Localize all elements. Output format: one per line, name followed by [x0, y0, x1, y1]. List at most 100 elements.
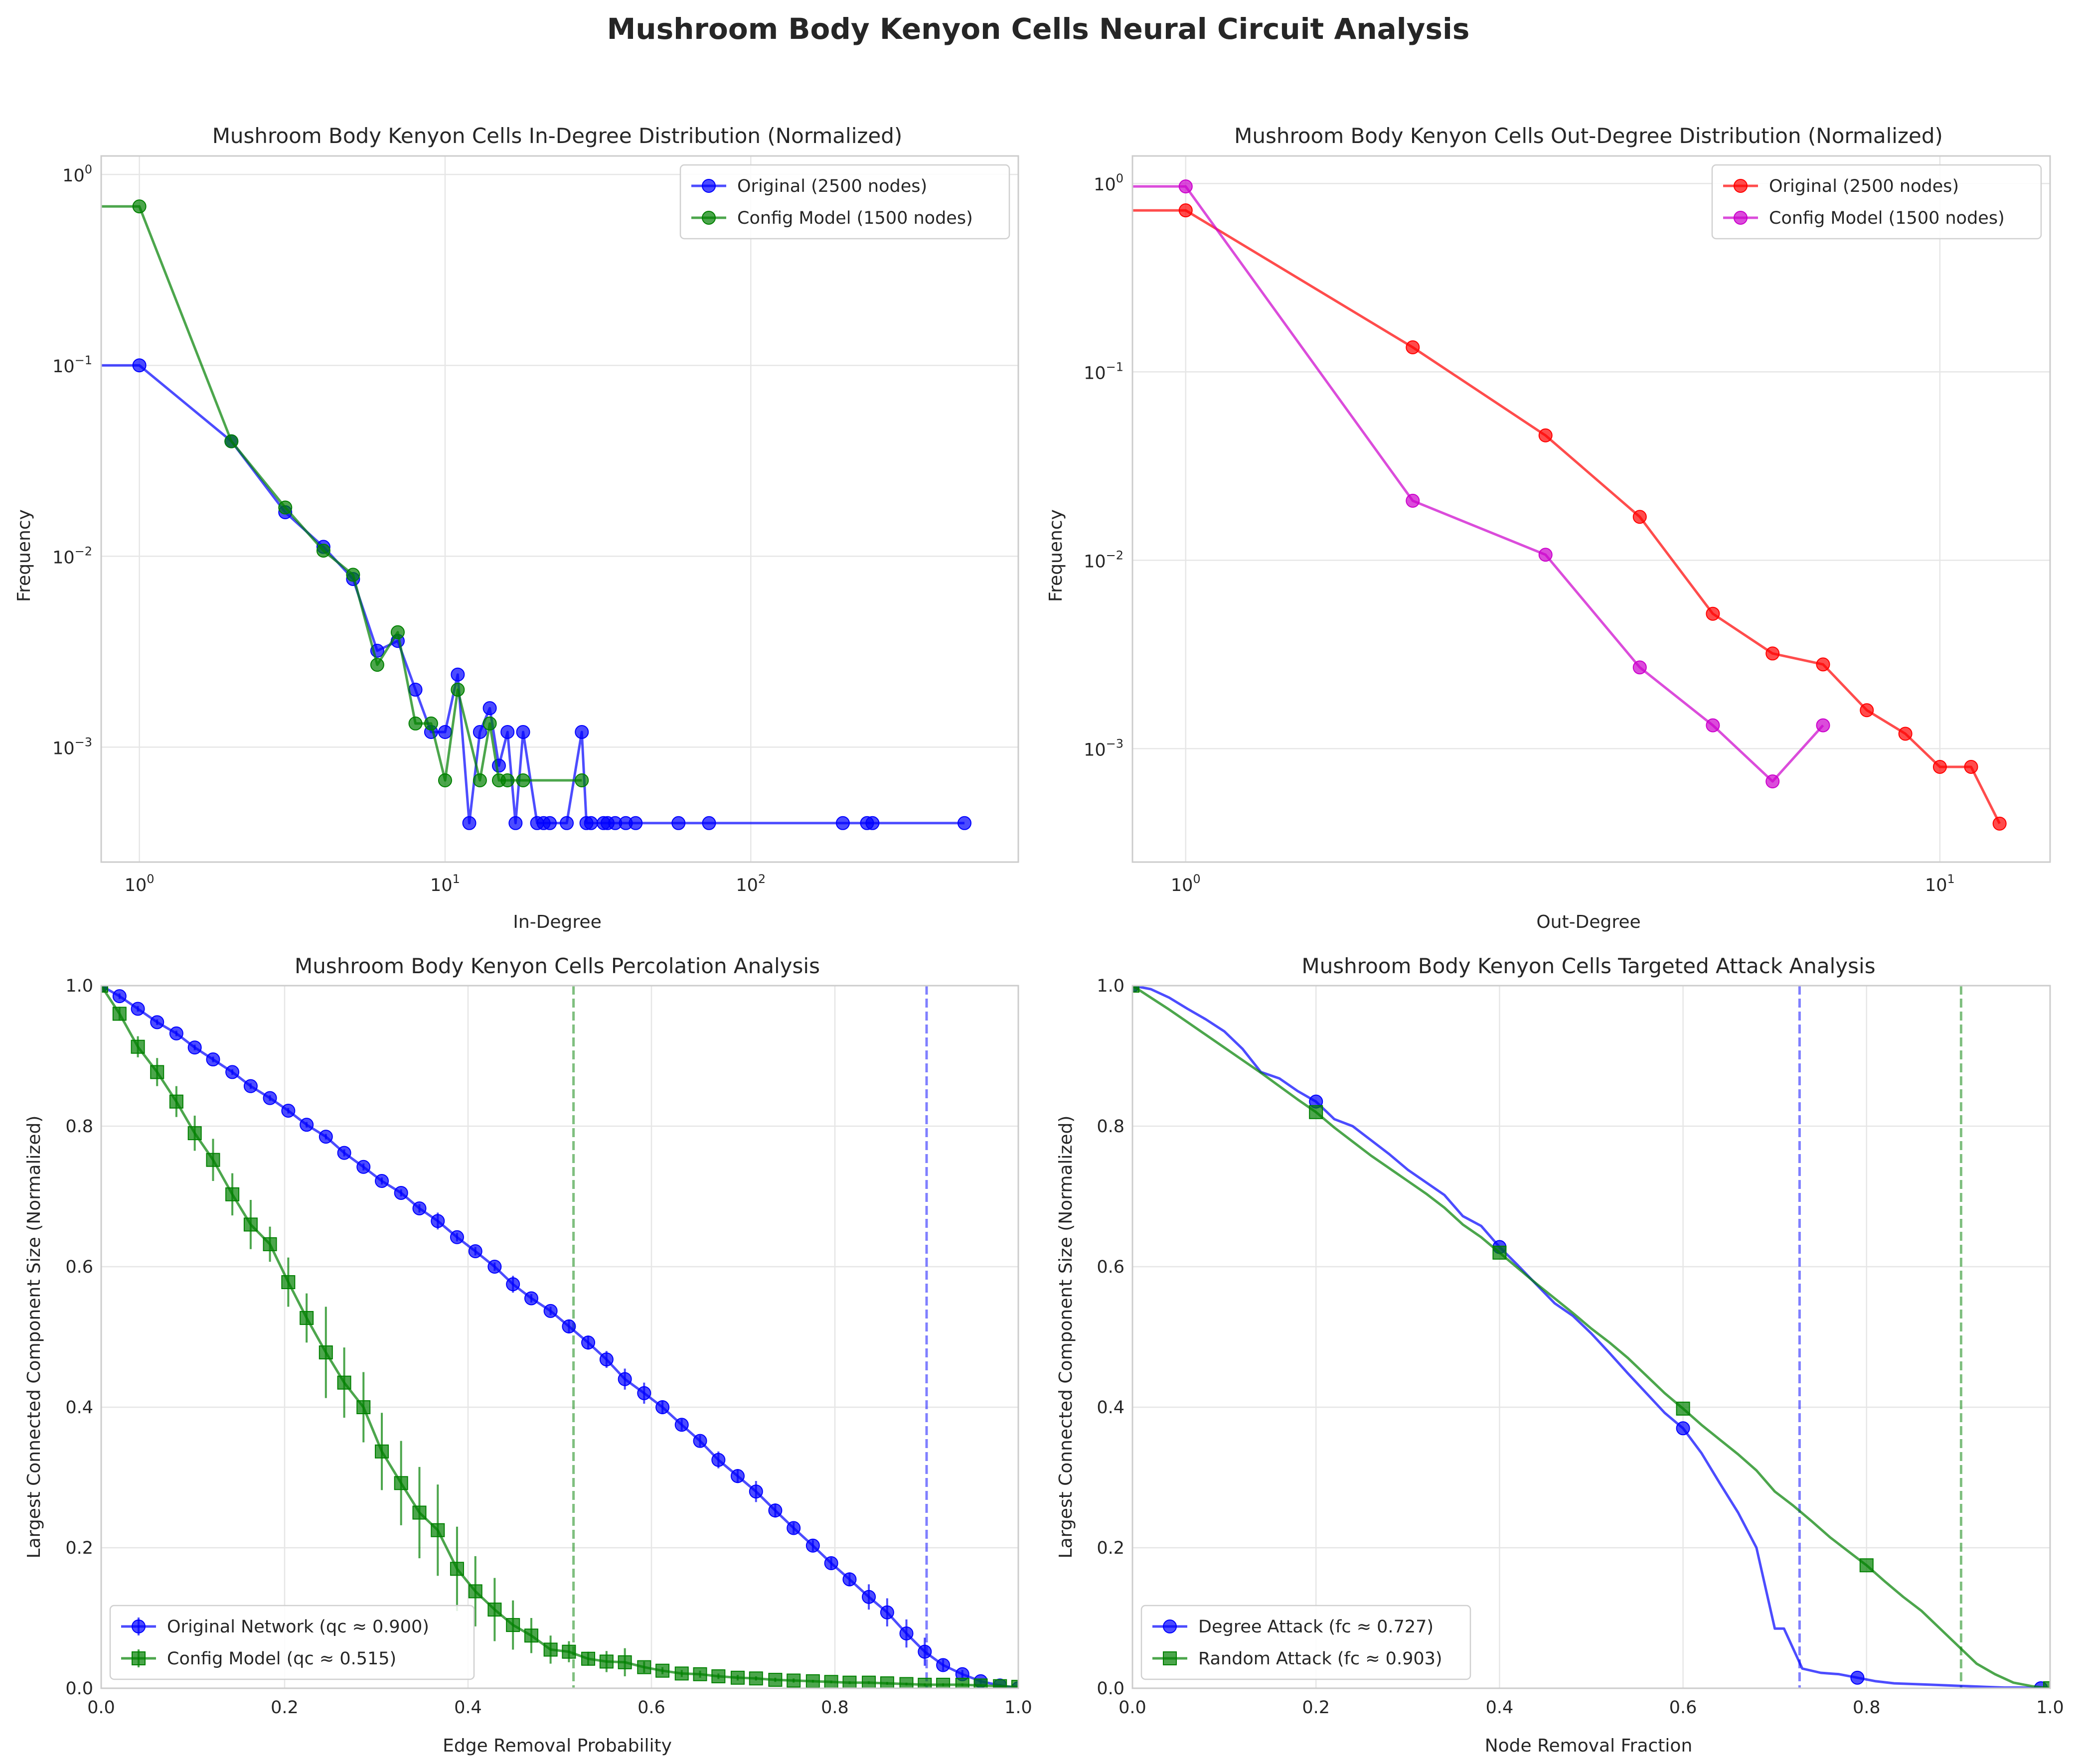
in-degree-data-point [629, 816, 643, 830]
targeted-attack-series-line [1132, 986, 2041, 1688]
percolation-data-point [711, 1669, 726, 1684]
percolation-data-point [319, 1345, 333, 1360]
percolation-data-point [506, 1618, 520, 1632]
percolation-data-point [524, 1628, 538, 1643]
percolation-data-point [711, 1453, 726, 1467]
out-degree-data-point [1898, 727, 1913, 741]
percolation-data-point [412, 1201, 427, 1215]
targeted-attack-xtick-label: 1.0 [2036, 1698, 2064, 1718]
percolation-data-point [131, 1039, 145, 1054]
out-degree-data-point [1706, 606, 1720, 621]
in-degree-title: Mushroom Body Kenyon Cells In-Degree Dis… [212, 124, 903, 148]
percolation-data-point [225, 1187, 240, 1201]
out-degree-axes-frame [1131, 155, 2051, 863]
out-degree-legend-marker [1734, 211, 1748, 225]
out-degree-data-point [1632, 660, 1647, 675]
in-degree-data-point [957, 816, 971, 830]
out-degree-data-point [1632, 510, 1647, 524]
out-degree-ytick-label: 100 [1094, 171, 1123, 195]
percolation-data-point [749, 1484, 763, 1499]
percolation-ytick-label: 0.2 [65, 1538, 93, 1558]
percolation-data-point [131, 1002, 145, 1016]
percolation-data-point [562, 1644, 576, 1659]
in-degree-xtick-label: 102 [736, 872, 766, 895]
targeted-attack-legend-marker [1163, 1619, 1177, 1633]
percolation-data-point [431, 1523, 445, 1537]
out-degree-xlabel: Out-Degree [1536, 912, 1640, 932]
targeted-attack-panel: Mushroom Body Kenyon Cells Targeted Atta… [1056, 954, 2064, 1756]
percolation-legend-marker [132, 1619, 146, 1633]
percolation-data-point [263, 1091, 277, 1105]
in-degree-data-point [370, 658, 384, 672]
out-degree-data-point [1816, 718, 1830, 733]
percolation-data-point [169, 1026, 183, 1040]
percolation-data-point [618, 1372, 632, 1386]
percolation-data-point [880, 1676, 894, 1688]
percolation-data-point [581, 1335, 596, 1350]
out-degree-ytick-label: 10−1 [1084, 360, 1123, 383]
percolation-series-line [101, 986, 1018, 1688]
out-degree-data-point [1406, 340, 1420, 355]
in-degree-data-point [346, 568, 360, 582]
percolation-data-point [543, 1304, 558, 1318]
percolation-data-point [824, 1675, 838, 1688]
percolation-data-point [768, 1503, 783, 1518]
in-degree-xlabel: In-Degree [513, 912, 601, 932]
percolation-data-point [693, 1434, 707, 1448]
in-degree-data-point [516, 773, 530, 787]
out-degree-plot-area: 100 101 10−3 10−2 10−1 100 Original (2500 node… [1084, 155, 2051, 895]
targeted-attack-grid [1131, 985, 2051, 1689]
percolation-legend-marker [132, 1651, 146, 1665]
percolation-data-point [356, 1160, 371, 1174]
percolation-ylabel: Largest Connected Component Size (Normal… [24, 1116, 44, 1559]
in-degree-plot-area: 100 101 102 10−3 10−2 10−1 100 Original (2500 n… [52, 155, 1019, 895]
percolation-xlabel: Edge Removal Probability [443, 1736, 672, 1756]
percolation-data-point [543, 1642, 558, 1657]
out-degree-title: Mushroom Body Kenyon Cells Out-Degree Di… [1234, 124, 1943, 148]
out-degree-data-point [1932, 760, 1947, 774]
in-degree-ticks: 100 101 102 10−3 10−2 10−1 100 [52, 162, 766, 895]
percolation-data-point [973, 1678, 988, 1688]
out-degree-ticks: 100 101 10−3 10−2 10−1 100 [1084, 171, 1955, 895]
out-degree-panel: Mushroom Body Kenyon Cells Out-Degree Di… [1046, 124, 2051, 932]
in-degree-data-point [491, 758, 506, 773]
in-degree-ytick-label: 100 [62, 162, 92, 186]
out-degree-legend-marker [1734, 179, 1748, 193]
in-degree-data-point [224, 434, 239, 448]
targeted-attack-data-point [1492, 1245, 1507, 1260]
in-degree-data-point [473, 725, 487, 739]
percolation-data-point [169, 1094, 183, 1109]
percolation-series-0 [101, 986, 1018, 1688]
targeted-attack-ytick-label: 0.8 [1097, 1117, 1124, 1137]
in-degree-legend: Original (2500 nodes) Config Model (1500 … [679, 164, 1010, 240]
percolation-data-point [637, 1660, 651, 1674]
percolation-data-point [450, 1230, 464, 1244]
percolation-title: Mushroom Body Kenyon Cells Percolation A… [295, 954, 820, 978]
targeted-attack-xlabel: Node Removal Fraction [1485, 1736, 1693, 1756]
percolation-data-point [787, 1521, 801, 1535]
percolation-ytick-label: 0.4 [65, 1398, 93, 1418]
in-degree-data-point [500, 773, 515, 787]
out-degree-data-point [1538, 548, 1553, 562]
percolation-data-point [674, 1418, 689, 1432]
percolation-data-point [768, 1673, 783, 1687]
targeted-attack-data-point [1132, 986, 1139, 993]
percolation-data-point [918, 1644, 932, 1659]
in-degree-data-point [462, 816, 477, 830]
in-degree-data-point [575, 725, 589, 739]
percolation-data-point [450, 1562, 464, 1576]
in-degree-legend-marker [702, 211, 716, 225]
targeted-attack-series-line [1132, 986, 2050, 1688]
in-degree-data-point [575, 773, 589, 787]
in-degree-data-point [451, 683, 465, 697]
percolation-data-point [206, 1052, 220, 1067]
in-degree-data-point [473, 773, 487, 787]
percolation-data-point [805, 1538, 820, 1553]
in-degree-axes-frame [100, 155, 1019, 863]
out-degree-data-point [1860, 703, 1874, 718]
percolation-xtick-label: 0.8 [821, 1698, 849, 1718]
out-degree-data-point [1406, 493, 1420, 508]
out-degree-data-point [1178, 179, 1193, 194]
percolation-data-point [562, 1319, 576, 1333]
percolation-data-point [101, 986, 108, 993]
